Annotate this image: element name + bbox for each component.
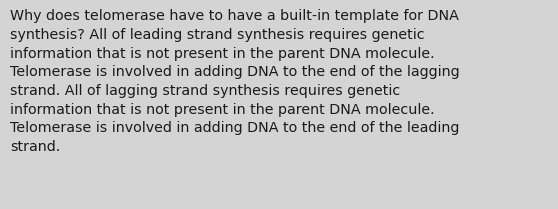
Text: Why does telomerase have to have a built-in template for DNA
synthesis? All of l: Why does telomerase have to have a built… — [10, 9, 460, 154]
